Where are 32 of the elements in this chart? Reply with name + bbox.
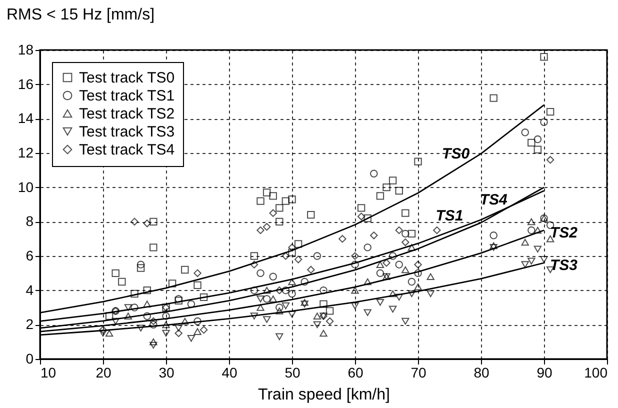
y-tick-label: 2 [26, 316, 34, 332]
x-tick-label: 40 [222, 364, 238, 380]
legend-label: Test track TS1 [79, 88, 175, 104]
annotation: TS0 [442, 145, 470, 162]
x-tick-label: 80 [474, 364, 490, 380]
y-tick-label: 4 [26, 282, 34, 298]
y-tick-label: 16 [18, 76, 34, 92]
x-tick-label: 50 [284, 364, 300, 380]
x-tick-label: 20 [96, 364, 112, 380]
x-tick-label: 100 [584, 364, 608, 380]
y-tick-label: 6 [26, 248, 34, 264]
legend-label: Test track TS2 [79, 106, 175, 122]
y-tick-label: 18 [18, 42, 34, 58]
legend-label: Test track TS0 [79, 70, 175, 86]
y-tick-label: 10 [18, 178, 34, 195]
x-tick-label: 10 [40, 364, 56, 380]
x-axis-title: Train speed [km/h] [258, 386, 390, 404]
annotation: TS3 [550, 256, 578, 274]
x-tick-label: 60 [348, 364, 364, 380]
legend-label: Test track TS3 [79, 124, 175, 140]
y-tick-label: 14 [18, 110, 34, 126]
annotation: TS4 [480, 192, 508, 209]
y-tick-label: 8 [26, 213, 34, 230]
y-tick-label: 12 [18, 144, 34, 160]
x-tick-label: 30 [158, 364, 174, 380]
y-tick-label: 0 [26, 350, 34, 366]
legend-label: Test track TS4 [79, 142, 175, 158]
annotation: TS2 [550, 224, 578, 242]
x-tick-label: 70 [410, 364, 426, 380]
y-axis-title: RMS < 15 Hz [mm/s] [6, 6, 155, 24]
annotation: TS1 [436, 208, 464, 225]
x-tick-label: 90 [536, 364, 552, 380]
